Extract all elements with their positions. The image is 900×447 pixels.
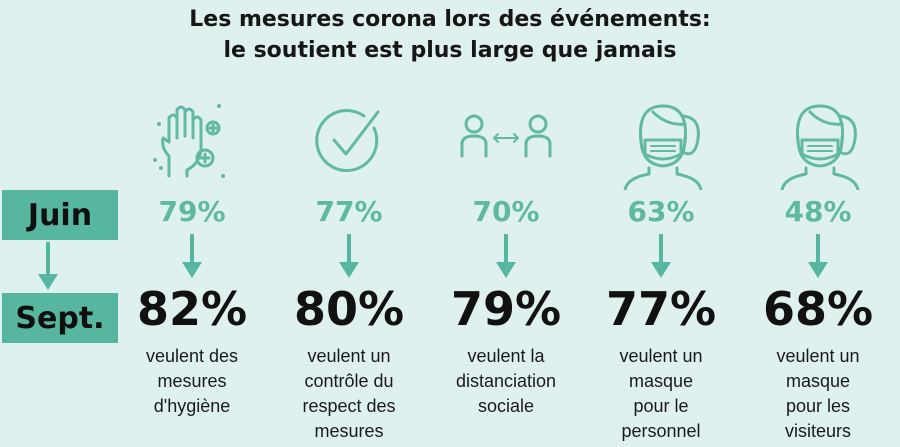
description-line: distanciation [455,371,557,391]
description-line: veulent un [619,346,703,366]
measure-column-hygiene: 79% 82% veulent des mesures d'hygiène [112,98,272,447]
title-line-2: le soutient est plus large que jamais [223,38,677,63]
description-line: mesures [157,371,227,391]
description-line: personnel [621,421,701,441]
description-line: masque [628,371,694,391]
masked-woman-icon [623,104,703,190]
september-percentage: 77% [605,282,717,336]
september-percentage: 82% [136,282,248,336]
june-percentage: 48% [784,195,852,228]
june-percentage: 63% [627,195,695,228]
measure-description: veulent un masque pour les visiteurs [738,344,898,444]
june-percentage: 77% [315,195,383,228]
september-percentage: 68% [762,282,874,336]
june-percentage: 79% [158,195,226,228]
down-arrow-icon [808,234,828,278]
description-line: mesures [314,421,384,441]
description-line: pour le [633,396,689,416]
measure-column-control: 77% 80% veulent un contrôle du respect d… [269,98,429,447]
june-percentage: 70% [472,195,540,228]
measure-description: veulent un contrôle du respect des mesur… [269,344,429,444]
measure-column-staff-mask: 63% 77% veulent un masque pour le person… [581,98,741,447]
measure-description: veulent un masque pour le personnel [581,344,741,444]
measure-column-distancing: 70% 79% veulent la distanciation sociale [426,98,586,447]
description-line: masque [785,371,851,391]
september-percentage: 79% [450,282,562,336]
down-arrow-icon [651,234,671,278]
measure-description: veulent des mesures d'hygiène [112,344,272,419]
description-line: visiteurs [784,421,851,441]
down-arrow-icon [339,234,359,278]
september-percentage: 80% [293,282,405,336]
down-arrow-icon [182,234,202,278]
measure-column-visitor-mask: 48% 68% veulent un masque pour les visit… [738,98,898,447]
june-to-september-arrow-icon [38,242,58,290]
description-line: veulent un [307,346,391,366]
hand-hygiene-icon [153,104,225,178]
description-line: veulent des [145,346,239,366]
chart-title: Les mesures corona lors des événements: … [0,4,900,66]
description-line: sociale [477,396,535,416]
september-row-label: Sept. [2,293,118,343]
description-line: d'hygiène [153,396,231,416]
masked-woman-icon [780,104,860,190]
description-line: respect des [302,396,396,416]
down-arrow-icon [496,234,516,278]
description-line: veulent un [776,346,860,366]
measure-description: veulent la distanciation sociale [426,344,586,419]
description-line: veulent la [467,346,545,366]
description-line: pour les [785,396,851,416]
description-line: contrôle du [304,371,394,391]
june-row-label: Juin [2,190,118,240]
social-distance-icon [460,114,552,158]
title-line-1: Les mesures corona lors des événements: [189,7,711,32]
checkmark-icon [315,109,380,173]
